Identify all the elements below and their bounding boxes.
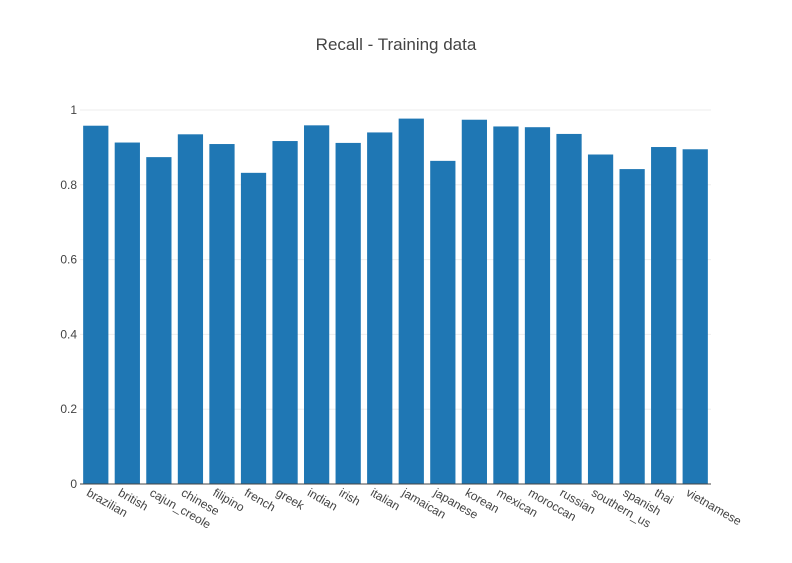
bar-brazilian — [83, 125, 109, 484]
bar-mexican — [493, 126, 519, 485]
x-tick-label: irish — [337, 485, 363, 508]
bar-greek — [272, 141, 298, 485]
bar-korean — [461, 119, 487, 484]
chart-title: Recall - Training data — [316, 35, 477, 54]
x-tick-label: greek — [274, 485, 308, 513]
y-axis-tick-labels: 0 0.2 0.4 0.6 0.8 1 — [60, 103, 77, 491]
bar-chinese — [177, 134, 204, 484]
bars — [83, 118, 708, 485]
bar-french — [240, 172, 267, 484]
bar-southern-us — [587, 154, 614, 485]
x-tick-label: french — [242, 485, 278, 514]
bar-filipino — [209, 144, 235, 484]
bar-spanish — [619, 169, 645, 485]
y-tick-label: 0 — [70, 477, 77, 491]
y-tick-label: 0.4 — [60, 327, 77, 341]
x-axis-tick-labels: brazilianbritishcajun_creolechinesefilip… — [84, 485, 744, 532]
x-tick-label: vietnamese — [684, 485, 744, 528]
x-tick-label: indian — [305, 485, 340, 513]
y-tick-label: 0.2 — [60, 402, 77, 416]
x-tick-label: italian — [368, 485, 402, 513]
bar-russian — [556, 133, 582, 484]
bar-indian — [304, 125, 330, 485]
bar-vietnamese — [682, 149, 708, 484]
gridlines — [80, 109, 711, 410]
bar-italian — [367, 132, 393, 484]
y-tick-label: 1 — [70, 103, 77, 117]
y-tick-label: 0.8 — [60, 178, 77, 192]
bar-moroccan — [524, 127, 551, 484]
bar-cajun-creole — [146, 157, 172, 484]
bar-irish — [335, 142, 361, 485]
bar-jamaican — [398, 118, 424, 485]
bar-japanese — [430, 160, 456, 484]
bar-british — [114, 142, 140, 484]
bar-thai — [651, 147, 677, 484]
y-tick-label: 0.6 — [60, 253, 77, 267]
